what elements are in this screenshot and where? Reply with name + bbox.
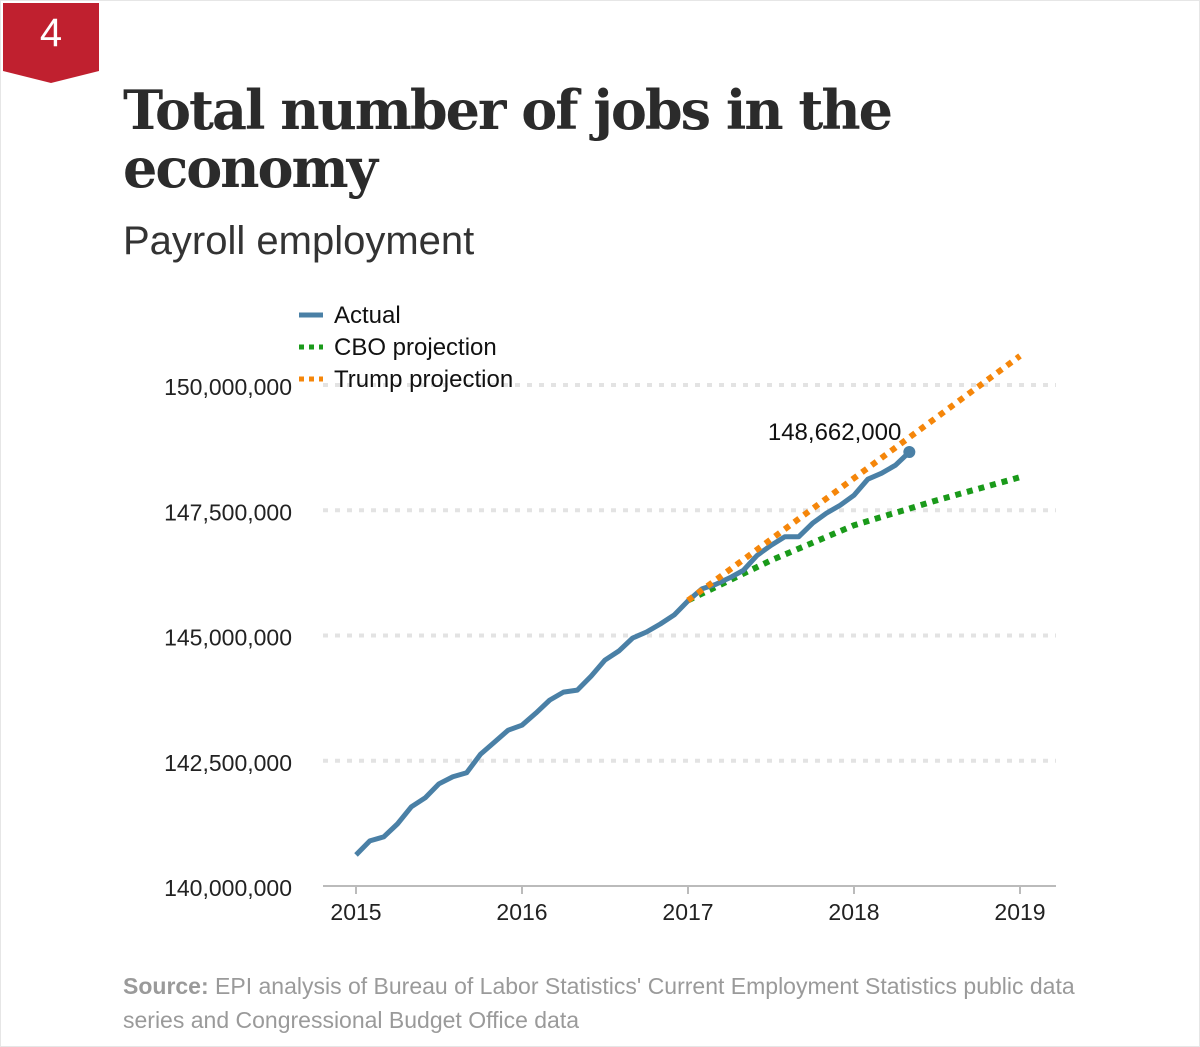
actual-endpoint-marker xyxy=(903,446,916,459)
x-tick-label: 2018 xyxy=(828,899,879,925)
x-tick-label: 2016 xyxy=(496,899,547,925)
x-tick-label: 2015 xyxy=(330,899,381,925)
y-tick-label: 147,500,000 xyxy=(164,499,292,525)
actual-line xyxy=(354,450,912,857)
trump-projection-line xyxy=(686,353,1022,603)
line-chart: 140,000,000 142,500,000 145,000,000 147,500… xyxy=(164,302,1056,925)
chart-number-badge: 4 xyxy=(3,3,99,83)
y-tick-label: 145,000,000 xyxy=(164,625,292,651)
badge-number: 4 xyxy=(39,11,63,55)
endpoint-annotation: 148,662,000 xyxy=(768,419,901,446)
chart-title: Total number of jobs in the economy xyxy=(123,78,893,200)
x-tick-label: 2019 xyxy=(994,899,1045,925)
source-text: EPI analysis of Bureau of Labor Statisti… xyxy=(123,973,1075,1033)
y-tick-label: 150,000,000 xyxy=(164,374,292,400)
legend-label: Trump projection xyxy=(334,366,513,393)
y-tick-label: 140,000,000 xyxy=(164,875,292,901)
source-note: Source: EPI analysis of Bureau of Labor … xyxy=(123,969,1083,1037)
chart-subtitle: Payroll employment xyxy=(123,219,475,263)
legend-label: Actual xyxy=(334,302,401,329)
cbo-projection-line xyxy=(686,474,1021,604)
y-tick-label: 142,500,000 xyxy=(164,750,292,776)
x-tick-label: 2017 xyxy=(662,899,713,925)
source-label: Source: xyxy=(123,973,209,999)
legend-label: CBO projection xyxy=(334,334,497,361)
